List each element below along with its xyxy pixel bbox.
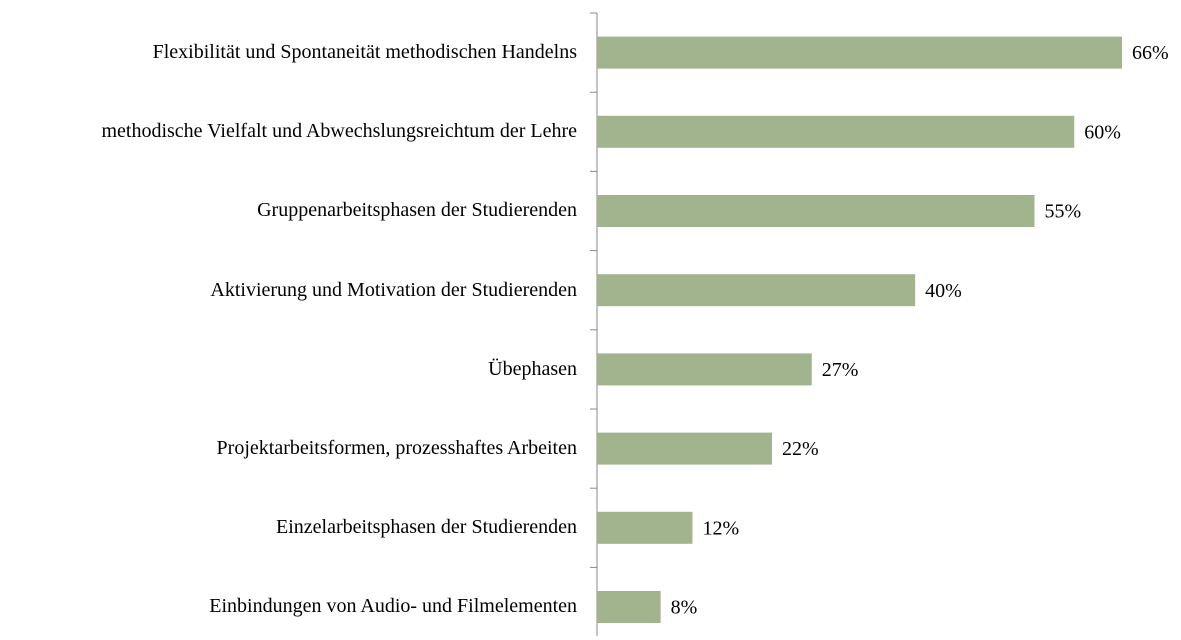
- bar: [597, 432, 772, 465]
- bar: [597, 591, 661, 623]
- category-text: Gruppenarbeitsphasen der Studierenden: [257, 199, 577, 222]
- value-label: 22%: [782, 438, 819, 460]
- bar: [597, 36, 1122, 69]
- category-label: Projektarbeitsformen, prozesshaftes Arbe…: [0, 409, 577, 488]
- category-label: Flexibilität und Spontaneität methodisch…: [0, 13, 577, 92]
- category-label: Übephasen: [0, 330, 577, 409]
- category-text: Einbindungen von Audio- und Filmelemente…: [209, 595, 577, 618]
- category-label: Einbindungen von Audio- und Filmelemente…: [0, 567, 577, 640]
- category-text: Projektarbeitsformen, prozesshaftes Arbe…: [216, 437, 577, 460]
- value-label: 55%: [1045, 201, 1082, 223]
- value-label: 66%: [1132, 42, 1169, 64]
- category-label: methodische Vielfalt und Abwechslungsrei…: [0, 92, 577, 171]
- bar: [597, 274, 916, 307]
- category-label: Einzelarbeitsphasen der Studierenden: [0, 488, 577, 567]
- value-label: 40%: [925, 280, 962, 302]
- category-text: methodische Vielfalt und Abwechslungsrei…: [101, 120, 577, 143]
- bar: [597, 511, 693, 544]
- value-label: 60%: [1084, 121, 1121, 143]
- bar: [597, 353, 812, 386]
- category-text: Flexibilität und Spontaneität methodisch…: [152, 41, 577, 64]
- value-label: 12%: [702, 517, 739, 539]
- bar: [597, 115, 1075, 148]
- category-text: Einzelarbeitsphasen der Studierenden: [276, 516, 577, 539]
- value-label: 8%: [671, 597, 698, 619]
- category-text: Aktivierung und Motivation der Studieren…: [210, 278, 577, 301]
- category-label: Aktivierung und Motivation der Studieren…: [0, 251, 577, 330]
- category-text: Übephasen: [488, 357, 577, 380]
- value-label: 27%: [822, 359, 859, 381]
- bar: [597, 195, 1035, 227]
- category-label: Gruppenarbeitsphasen der Studierenden: [0, 171, 577, 250]
